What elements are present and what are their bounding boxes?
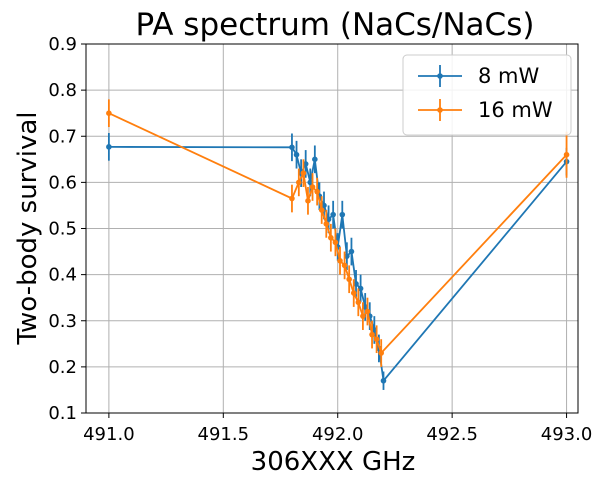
x-tick-label: 492.0 <box>312 424 364 445</box>
y-tick-label: 0.6 <box>48 172 77 193</box>
data-point <box>289 196 295 202</box>
data-point <box>106 110 112 116</box>
y-tick-label: 0.1 <box>48 403 77 424</box>
data-point <box>369 332 375 338</box>
y-tick-label: 0.9 <box>48 34 77 55</box>
y-tick-label: 0.5 <box>48 219 77 240</box>
data-point <box>294 152 300 158</box>
data-point <box>342 263 348 269</box>
y-tick-label: 0.3 <box>48 311 77 332</box>
y-tick-label: 0.2 <box>48 357 77 378</box>
data-point <box>301 170 307 176</box>
data-point <box>330 212 336 218</box>
x-tick-label: 491.0 <box>83 424 135 445</box>
data-point <box>106 144 112 150</box>
data-point <box>296 180 302 186</box>
data-point <box>289 145 295 151</box>
data-point <box>328 235 334 241</box>
data-point <box>339 212 345 218</box>
x-tick-label: 493.0 <box>541 424 593 445</box>
data-point <box>360 313 366 319</box>
legend-marker <box>437 73 443 79</box>
data-point <box>337 258 343 264</box>
data-point <box>351 290 357 296</box>
data-point <box>319 207 325 213</box>
y-tick-label: 0.8 <box>48 80 77 101</box>
data-point <box>381 378 387 384</box>
y-tick-label: 0.4 <box>48 265 77 286</box>
data-point <box>346 276 352 282</box>
legend-label: 8 mW <box>478 64 539 88</box>
data-point <box>310 184 316 190</box>
y-axis-label: Two-body survival <box>13 111 43 345</box>
data-point <box>378 350 384 356</box>
y-tick-label: 0.7 <box>48 126 77 147</box>
data-point <box>356 300 362 306</box>
data-point <box>349 249 355 255</box>
legend-marker <box>437 107 443 113</box>
x-tick-label: 491.5 <box>198 424 250 445</box>
data-point <box>365 309 371 315</box>
data-point <box>333 240 339 246</box>
x-axis-label: 306XXX GHz <box>251 447 416 477</box>
chart-title: PA spectrum (NaCs/NaCs) <box>136 7 535 43</box>
legend: 8 mW 16 mW <box>403 55 571 135</box>
data-point <box>323 221 329 227</box>
data-point <box>305 198 311 204</box>
data-point <box>374 336 380 342</box>
x-tick-label: 492.5 <box>426 424 478 445</box>
data-point <box>312 157 318 163</box>
data-point <box>314 189 320 195</box>
legend-label: 16 mW <box>478 98 553 122</box>
data-point <box>564 152 570 158</box>
